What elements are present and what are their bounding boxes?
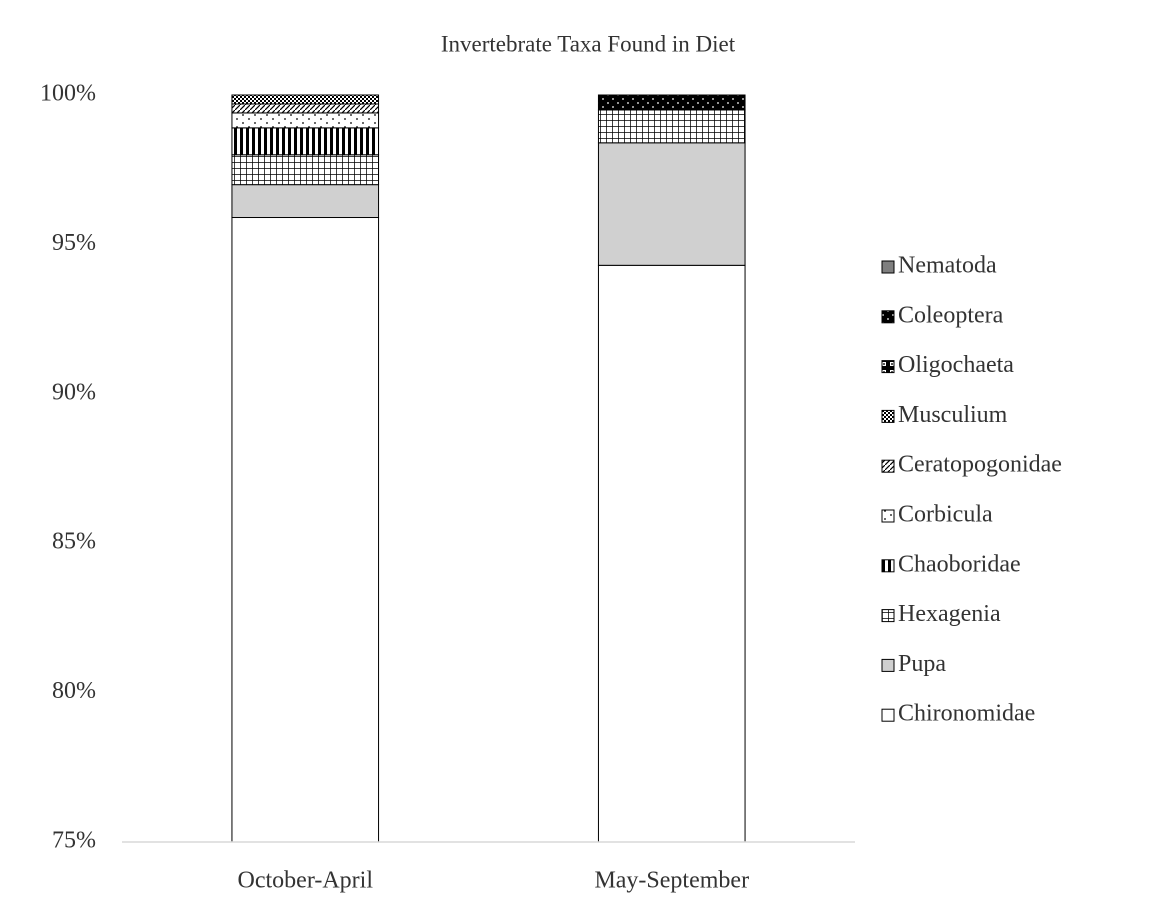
legend-swatch [881,708,895,722]
x-tick-label: October-April [238,868,374,894]
bar-segment [597,264,746,843]
legend-swatch [881,260,895,274]
bar-segment [597,142,746,266]
bar-segment [597,94,746,111]
y-tick-label: 85% [52,529,96,555]
legend-swatch [881,459,895,473]
legend-label: Nematoda [898,253,997,279]
legend-swatch [881,658,895,672]
legend-swatch [881,310,895,324]
legend-swatch [881,360,895,374]
y-tick-label: 80% [52,678,96,704]
bar-segment [231,112,380,129]
bar-segment [231,217,380,843]
legend-label: Hexagenia [898,601,1001,627]
legend-label: Pupa [898,651,946,677]
y-tick-label: 95% [52,230,96,256]
legend-label: Chaoboridae [898,551,1021,577]
y-tick-label: 75% [52,828,96,854]
bar-segment [231,154,380,186]
legend-swatch [881,559,895,573]
bar-segment [231,184,380,219]
bar-segment [597,109,746,144]
legend-label: Chironomidae [898,701,1035,727]
y-tick-label: 100% [40,81,96,107]
legend-label: Musculium [898,402,1008,428]
chart-title: Invertebrate Taxa Found in Diet [441,31,736,56]
bar-segment [231,103,380,114]
legend-label: Oligochaeta [898,352,1014,378]
bar-segment [231,94,380,105]
bar-segment [231,127,380,156]
y-tick-label: 90% [52,379,96,405]
legend-label: Coleoptera [898,302,1004,328]
legend-label: Corbicula [898,502,993,528]
x-tick-label: May-September [594,868,749,894]
legend-swatch [881,609,895,623]
legend-swatch [881,409,895,423]
legend-label: Ceratopogonidae [898,452,1062,478]
legend-swatch [881,509,895,523]
